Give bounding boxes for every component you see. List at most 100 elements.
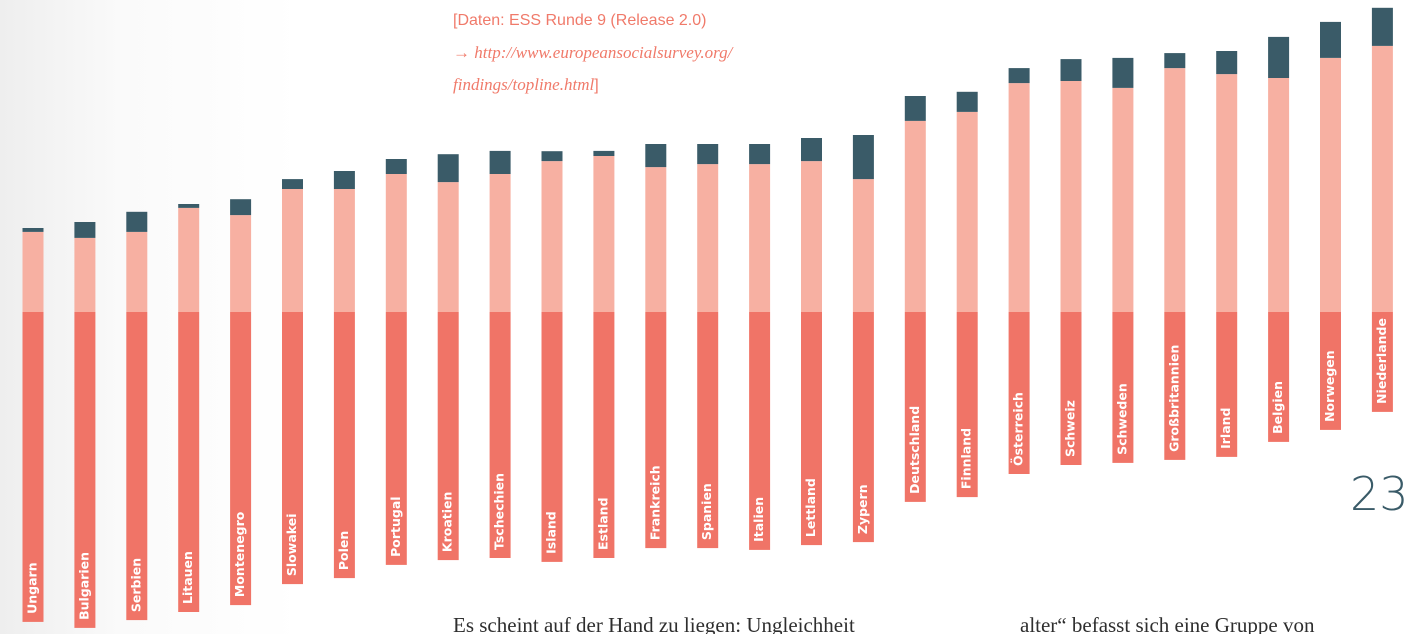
bar-segment bbox=[593, 156, 615, 312]
bar-label: Tschechien bbox=[492, 473, 507, 550]
bar-segment bbox=[1060, 312, 1082, 465]
bar-label: Estland bbox=[595, 497, 610, 550]
bar-segment bbox=[852, 312, 874, 543]
bar-segment bbox=[333, 189, 355, 312]
bar-label: Norwegen bbox=[1322, 350, 1337, 422]
bar-segment bbox=[1268, 312, 1290, 442]
bar-segment bbox=[645, 312, 667, 549]
bar-segment bbox=[852, 135, 874, 180]
bar-label: Belgien bbox=[1270, 381, 1285, 434]
bar-segment bbox=[645, 167, 667, 312]
bar-segment bbox=[230, 312, 252, 606]
bar-segment bbox=[1371, 312, 1393, 412]
bar-label: Island bbox=[544, 511, 559, 554]
source-link: findings/topline.html] bbox=[453, 75, 599, 94]
bar-segment bbox=[230, 215, 252, 312]
bar-segment bbox=[282, 179, 303, 189]
bar-segment bbox=[852, 179, 874, 312]
bar-segment bbox=[956, 111, 978, 313]
bar-label: Portugal bbox=[388, 496, 403, 556]
bar-segment bbox=[385, 159, 407, 174]
bar-segment bbox=[1112, 312, 1134, 463]
source-line: [Daten: ESS Runde 9 (Release 2.0) bbox=[453, 12, 706, 29]
bar-segment bbox=[1371, 7, 1393, 46]
bar-segment bbox=[437, 182, 459, 312]
bar-label: Lettland bbox=[803, 478, 818, 537]
bar-segment bbox=[1060, 59, 1082, 81]
bar-segment bbox=[749, 144, 771, 165]
bar-segment bbox=[489, 150, 511, 174]
bar-label: Großbritannien bbox=[1166, 345, 1181, 452]
bar-label: Niederlande bbox=[1374, 318, 1389, 404]
bar-label: Italien bbox=[751, 497, 766, 542]
bar-segment bbox=[74, 237, 96, 312]
bar-segment bbox=[489, 312, 511, 558]
bar-segment bbox=[904, 120, 926, 313]
bar-segment bbox=[593, 150, 615, 156]
bar-label: Frankreich bbox=[647, 465, 662, 540]
bar-segment bbox=[1008, 312, 1030, 474]
bar-label: Deutschland bbox=[907, 406, 922, 494]
bar-segment bbox=[904, 96, 926, 121]
bar-segment bbox=[1320, 312, 1341, 430]
bar-segment bbox=[1164, 53, 1186, 69]
bar-segment bbox=[1008, 83, 1030, 312]
bar-label: Kroatien bbox=[440, 492, 455, 553]
bar-label: Montenegro bbox=[232, 511, 247, 597]
bar-label: Serbien bbox=[128, 558, 143, 612]
bar-segment bbox=[1268, 78, 1290, 312]
bar-segment bbox=[1268, 36, 1290, 78]
bar-segment bbox=[1216, 51, 1238, 75]
bar-segment bbox=[282, 189, 303, 312]
bar-segment bbox=[1216, 312, 1238, 457]
bar-segment bbox=[178, 204, 200, 208]
bar-segment bbox=[801, 138, 822, 162]
bar-label: Polen bbox=[336, 531, 351, 570]
source-link: findings/topline.html bbox=[453, 75, 594, 94]
page-number: 23 bbox=[1350, 467, 1408, 521]
bar-label: Slowakei bbox=[284, 513, 299, 576]
bar-segment bbox=[333, 171, 355, 189]
bar-label: Ungarn bbox=[25, 562, 40, 614]
bar-label: Spanien bbox=[699, 483, 714, 540]
bar-segment bbox=[697, 164, 719, 312]
bar-segment bbox=[541, 312, 563, 562]
bar-label: Zypern bbox=[855, 484, 870, 534]
bar-segment bbox=[385, 312, 407, 565]
bar-segment bbox=[801, 312, 822, 546]
bar-segment bbox=[1164, 68, 1186, 312]
bar-segment bbox=[1112, 57, 1134, 88]
bar-segment bbox=[126, 211, 148, 232]
bar-segment bbox=[541, 161, 563, 312]
bar-segment bbox=[904, 312, 926, 502]
bar-segment bbox=[1164, 312, 1186, 460]
bar-label: Bulgarien bbox=[76, 552, 91, 620]
bar-label: Schweiz bbox=[1063, 400, 1078, 457]
bar-segment bbox=[956, 91, 978, 112]
bar-segment bbox=[333, 312, 355, 579]
bar-segment bbox=[22, 312, 44, 622]
bar-label: Irland bbox=[1218, 408, 1233, 449]
bar-segment bbox=[1320, 21, 1341, 58]
bar-segment bbox=[1112, 87, 1134, 313]
bar-segment bbox=[1320, 57, 1341, 313]
bar-segment bbox=[178, 312, 200, 612]
bar-segment bbox=[645, 144, 667, 168]
bar-segment bbox=[178, 207, 200, 312]
bar-segment bbox=[437, 154, 459, 183]
bar-segment bbox=[1371, 45, 1393, 313]
bar-segment bbox=[489, 174, 511, 312]
bar-segment bbox=[282, 312, 303, 585]
chart: Ungarn Bulgarien Serbien Litauen Montenegro S… bbox=[22, 7, 1393, 628]
bar-segment bbox=[697, 144, 719, 165]
bar-segment bbox=[230, 199, 252, 216]
bar-label: Schweden bbox=[1114, 383, 1129, 455]
bar-segment bbox=[697, 312, 719, 549]
bar-segment bbox=[749, 312, 771, 550]
bar-segment bbox=[74, 312, 96, 628]
body-text: alter“ befasst sich eine Gruppe von bbox=[1020, 613, 1315, 634]
source-bracket: ] bbox=[594, 77, 598, 94]
bar-segment bbox=[22, 231, 44, 312]
source-link: → http://www.europeansocialsurvey.org/ bbox=[453, 43, 735, 62]
bar-segment bbox=[74, 222, 96, 238]
